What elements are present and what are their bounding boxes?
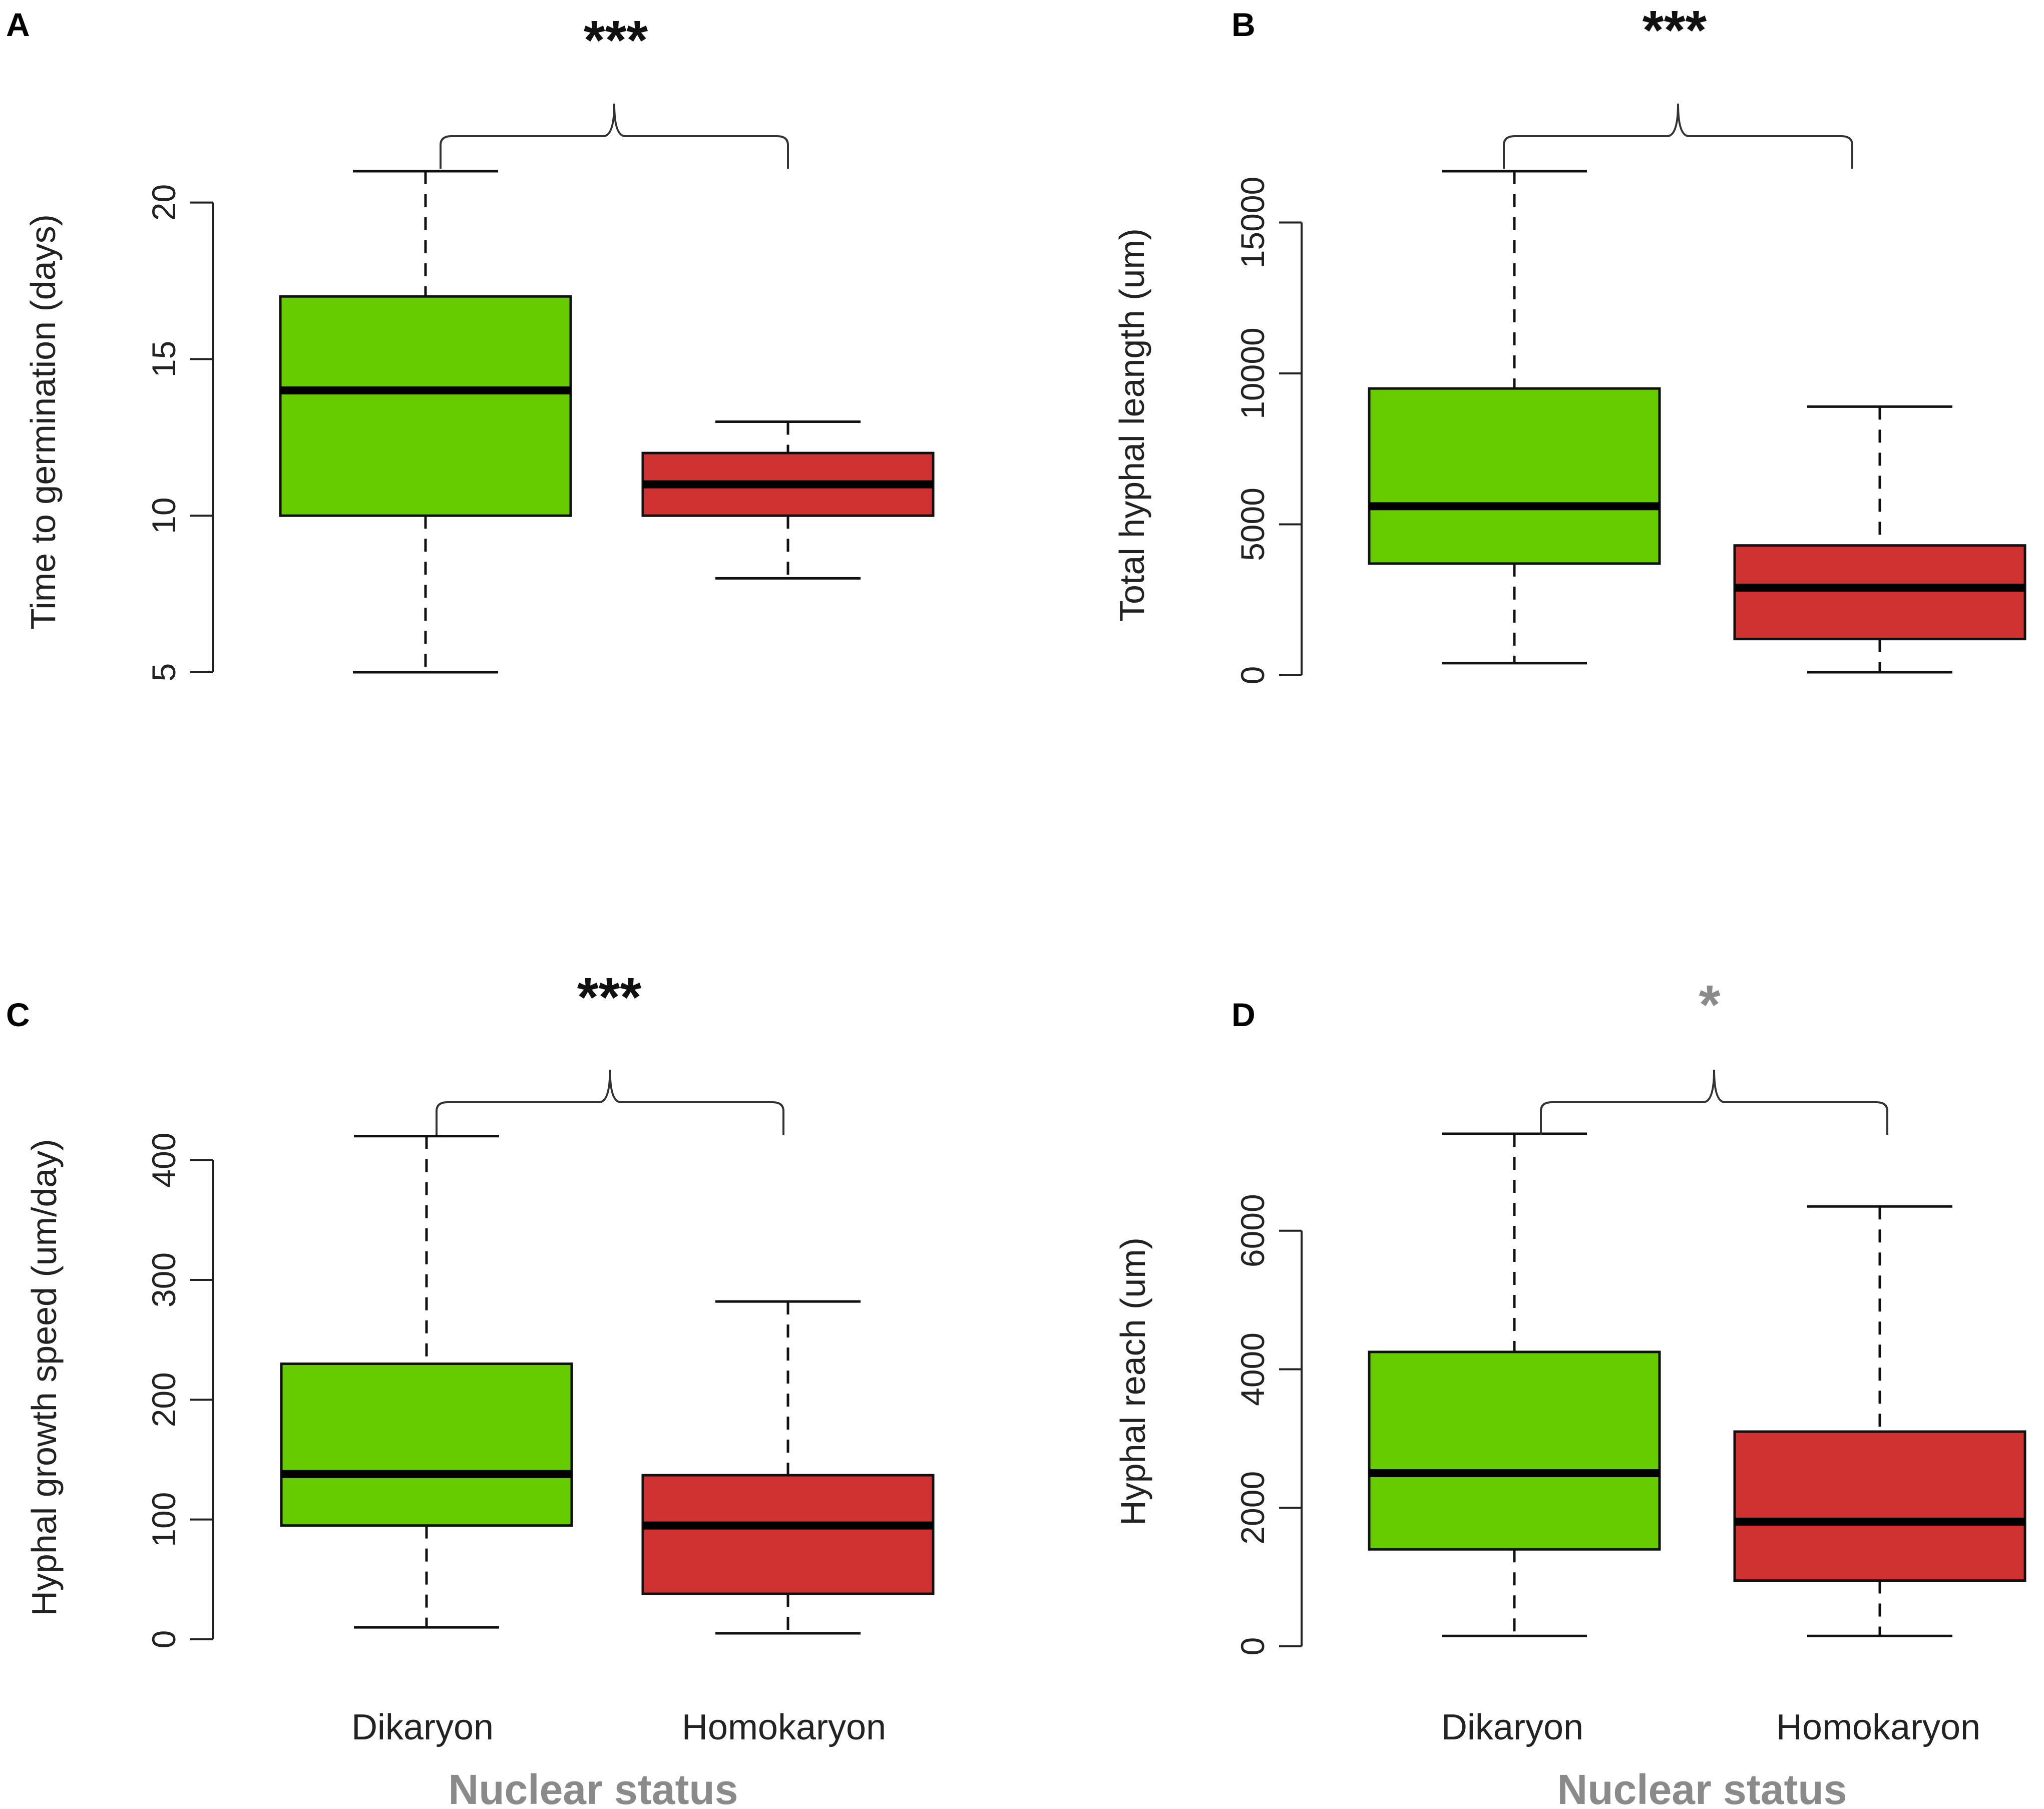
y-tick-label: 100 bbox=[145, 1492, 182, 1547]
y-axis-b: 0 5000 10000 15000 bbox=[1234, 177, 1303, 685]
box-dikaryon bbox=[280, 1135, 573, 1629]
y-tick-label: 4000 bbox=[1234, 1332, 1271, 1406]
group-label-d-homokaryon: Homokaryon bbox=[1776, 1707, 1980, 1747]
group-label-d-dikaryon: Dikaryon bbox=[1441, 1707, 1583, 1747]
iqr-box bbox=[1368, 387, 1661, 565]
boxes-b bbox=[1368, 170, 2026, 674]
y-tick-label: 2000 bbox=[1234, 1471, 1271, 1545]
box-dikaryon bbox=[279, 170, 572, 674]
y-axis-title-a: Time to germination (days) bbox=[24, 214, 63, 630]
y-axis-title-d: Hyphal reach (um) bbox=[1113, 1237, 1152, 1526]
y-tick-label: 15 bbox=[145, 341, 182, 377]
panel-d: D Hyphal reach (um) 0 2000 4000 6000 * Dika… bbox=[1113, 974, 2026, 1809]
significance-stars-a: *** bbox=[584, 10, 648, 71]
iqr-box bbox=[280, 1363, 573, 1527]
y-axis-a: 5 10 15 20 bbox=[145, 184, 214, 682]
y-tick-label: 10 bbox=[145, 497, 182, 534]
y-tick-label: 300 bbox=[145, 1252, 182, 1307]
y-tick-label: 200 bbox=[145, 1372, 182, 1427]
y-tick-label: 15000 bbox=[1234, 177, 1271, 269]
box-homokaryon bbox=[1733, 1205, 2026, 1637]
box-dikaryon bbox=[1368, 1132, 1661, 1637]
y-axis-title-c: Hyphal growth speed (um/day) bbox=[25, 1139, 64, 1616]
panel-a: A Time to germination (days) 5 10 15 20 *** bbox=[6, 6, 935, 682]
y-tick-label: 5 bbox=[145, 663, 182, 682]
box-homokaryon bbox=[641, 1300, 935, 1635]
significance-stars-c: *** bbox=[577, 967, 642, 1028]
significance-bracket-d bbox=[1540, 1069, 1888, 1135]
bracket-path bbox=[440, 103, 789, 169]
boxes-c bbox=[280, 1135, 935, 1635]
iqr-box bbox=[1368, 1350, 1661, 1551]
significance-bracket-c bbox=[436, 1069, 784, 1135]
y-tick-label: 6000 bbox=[1234, 1194, 1271, 1267]
x-axis-title-c: Nuclear status bbox=[449, 1766, 738, 1809]
significance-stars-d: * bbox=[1699, 974, 1721, 1036]
iqr-box bbox=[641, 1474, 935, 1595]
y-tick-label: 5000 bbox=[1234, 488, 1271, 561]
y-tick-label: 20 bbox=[145, 184, 182, 221]
y-axis-title-b: Total hyphal leangth (um) bbox=[1112, 228, 1151, 622]
group-label-c-dikaryon: Dikaryon bbox=[351, 1707, 494, 1747]
bracket-path bbox=[1503, 103, 1853, 169]
box-dikaryon bbox=[1368, 170, 1661, 665]
iqr-box bbox=[1733, 544, 2026, 641]
panel-letter-d: D bbox=[1232, 996, 1256, 1033]
y-tick-label: 0 bbox=[1234, 666, 1271, 685]
significance-bracket-b bbox=[1503, 103, 1853, 169]
bracket-path bbox=[436, 1069, 784, 1135]
group-label-c-homokaryon: Homokaryon bbox=[682, 1707, 886, 1747]
boxes-d bbox=[1368, 1132, 2026, 1637]
panel-b: B Total hyphal leangth (um) 0 5000 10000 15… bbox=[1112, 0, 2026, 685]
y-tick-label: 0 bbox=[145, 1630, 182, 1649]
significance-bracket-a bbox=[440, 103, 789, 169]
bracket-path bbox=[1540, 1069, 1888, 1135]
box-homokaryon bbox=[1733, 405, 2026, 674]
y-axis-d: 0 2000 4000 6000 bbox=[1234, 1194, 1303, 1656]
significance-stars-b: *** bbox=[1643, 0, 1707, 61]
x-axis-title-d: Nuclear status bbox=[1557, 1766, 1847, 1809]
y-tick-label: 0 bbox=[1234, 1637, 1271, 1656]
iqr-box bbox=[279, 295, 572, 517]
iqr-box bbox=[1733, 1430, 2026, 1582]
y-tick-label: 400 bbox=[145, 1133, 182, 1188]
y-axis-c: 0 100 200 300 400 bbox=[145, 1133, 214, 1649]
panel-c: C Hyphal growth speed (um/day) 0 100 200 30… bbox=[6, 967, 935, 1809]
panel-letter-b: B bbox=[1232, 6, 1256, 43]
box-homokaryon bbox=[641, 420, 935, 580]
panel-letter-a: A bbox=[6, 6, 30, 43]
y-tick-label: 10000 bbox=[1234, 327, 1271, 419]
boxes-a bbox=[279, 170, 935, 674]
panel-letter-c: C bbox=[6, 996, 30, 1033]
